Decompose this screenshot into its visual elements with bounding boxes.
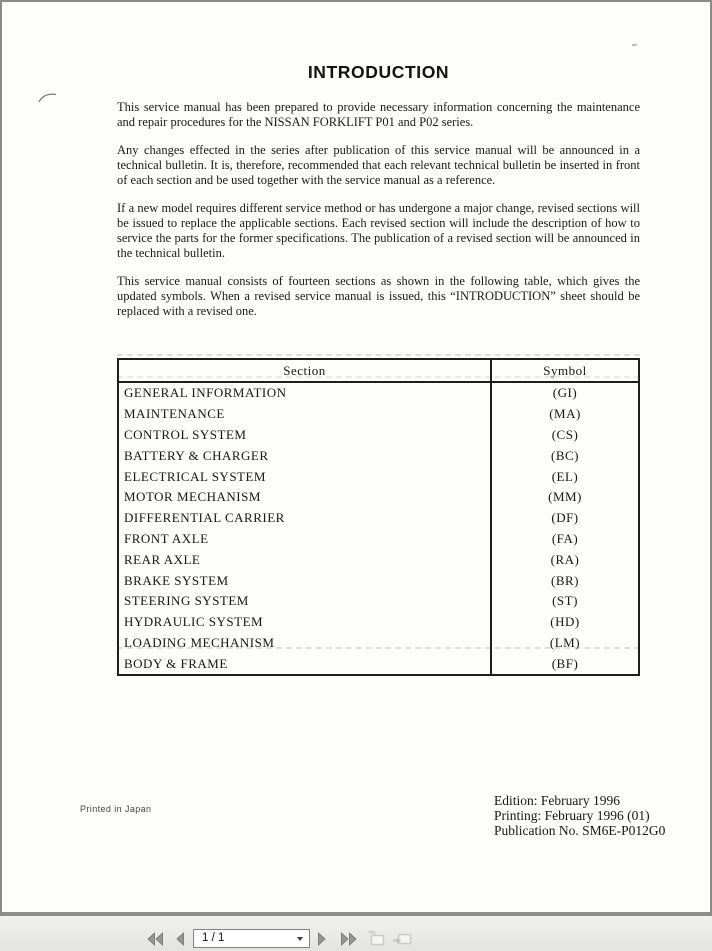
table-row: GENERAL INFORMATION (GI) <box>118 382 639 404</box>
document-page: INTRODUCTION This service manual has bee… <box>0 0 712 916</box>
table-row: BRAKE SYSTEM (BR) <box>118 570 639 591</box>
dropdown-arrow-icon <box>297 937 303 941</box>
first-page-button[interactable] <box>146 932 164 946</box>
symbol-cell: (BF) <box>551 655 579 671</box>
section-cell: CONTROL SYSTEM <box>118 424 492 446</box>
table-row: FRONT AXLE (FA) <box>118 528 639 550</box>
previous-page-icon <box>175 932 185 946</box>
section-cell: DIFFERENTIAL CARRIER <box>118 507 492 529</box>
symbol-cell: (GI) <box>552 385 578 401</box>
table-row: REAR AXLE (RA) <box>118 549 639 571</box>
section-cell: MAINTENANCE <box>118 403 492 425</box>
symbol-cell: (BR) <box>551 572 579 588</box>
last-page-icon <box>340 932 358 946</box>
table-row: DIFFERENTIAL CARRIER (DF) <box>118 507 639 529</box>
symbol-cell: (RA) <box>550 551 580 567</box>
next-page-icon <box>317 932 327 946</box>
table-row: BODY & FRAME (BF) <box>118 653 639 676</box>
symbol-cell: (MA) <box>549 406 581 422</box>
symbol-cell: (MM) <box>548 489 582 505</box>
column-header-section: Section <box>118 359 492 383</box>
section-cell: GENERAL INFORMATION <box>118 382 492 404</box>
symbol-cell: (ST) <box>552 593 578 609</box>
section-cell: BATTERY & CHARGER <box>118 445 492 467</box>
previous-view-icon <box>365 929 387 951</box>
next-view-icon <box>391 933 413 951</box>
edition-line: Edition: February 1996 <box>494 793 620 808</box>
table-row: MOTOR MECHANISM (MM) <box>118 486 639 508</box>
section-cell: MOTOR MECHANISM <box>118 486 492 508</box>
section-cell: REAR AXLE <box>118 549 492 571</box>
paragraph-3: If a new model requires different servic… <box>117 201 640 260</box>
table-row: STEERING SYSTEM (ST) <box>118 590 639 612</box>
section-cell: STEERING SYSTEM <box>118 590 492 612</box>
table-row: MAINTENANCE (MA) <box>118 403 639 425</box>
next-view-button[interactable] <box>391 928 413 948</box>
table-row: ELECTRICAL SYSTEM (EL) <box>118 466 639 487</box>
last-page-button[interactable] <box>340 932 358 946</box>
symbol-cell: (HD) <box>550 614 580 630</box>
page-number-combobox[interactable]: 1 / 1 <box>193 929 310 948</box>
page-title: INTRODUCTION <box>307 62 450 82</box>
next-page-button[interactable] <box>317 932 327 946</box>
section-cell: ELECTRICAL SYSTEM <box>118 466 492 487</box>
section-cell: FRONT AXLE <box>118 528 492 550</box>
paragraph-1: This service manual has been prepared to… <box>117 100 640 129</box>
previous-view-button[interactable] <box>365 928 387 948</box>
first-page-icon <box>146 932 164 946</box>
printed-in-japan-note: Printed in Japan <box>80 804 152 814</box>
scan-mark-curve <box>38 93 57 103</box>
table-row: CONTROL SYSTEM (CS) <box>118 424 639 446</box>
symbol-cell: (BC) <box>551 447 579 463</box>
column-header-symbol: Symbol <box>491 359 639 383</box>
printing-line: Printing: February 1996 (01) <box>494 807 650 823</box>
paragraph-2: Any changes effected in the series after… <box>117 143 640 187</box>
symbol-cell: (FA) <box>551 530 579 546</box>
table-row: BATTERY & CHARGER (BC) <box>118 445 639 467</box>
table-row: LOADING MECHANISM (LM) <box>118 632 639 654</box>
sections-table: Section Symbol GENERAL INFORMATION (GI) … <box>117 358 640 677</box>
symbol-cell: (DF) <box>551 510 579 526</box>
table-row: HYDRAULIC SYSTEM (HD) <box>118 611 639 633</box>
table-header-row: Section Symbol <box>118 359 639 383</box>
page-indicator: 1 / 1 <box>202 932 225 944</box>
section-cell: LOADING MECHANISM <box>118 632 492 654</box>
symbol-cell: (LM) <box>549 634 581 650</box>
section-cell: HYDRAULIC SYSTEM <box>118 611 492 633</box>
document-content: INTRODUCTION This service manual has bee… <box>117 2 640 677</box>
section-cell: BODY & FRAME <box>118 653 492 676</box>
viewer-toolbar: 1 / 1 <box>0 916 712 951</box>
section-cell: BRAKE SYSTEM <box>118 570 492 591</box>
publication-number-line: Publication No. SM6E-P012G0 <box>494 822 666 838</box>
edition-info-block: Edition: February 1996 Printing: Februar… <box>494 793 666 838</box>
previous-page-button[interactable] <box>175 932 185 946</box>
symbol-cell: (CS) <box>551 426 579 442</box>
symbol-cell: (EL) <box>551 468 579 484</box>
paragraph-4: This service manual consists of fourteen… <box>117 274 640 318</box>
